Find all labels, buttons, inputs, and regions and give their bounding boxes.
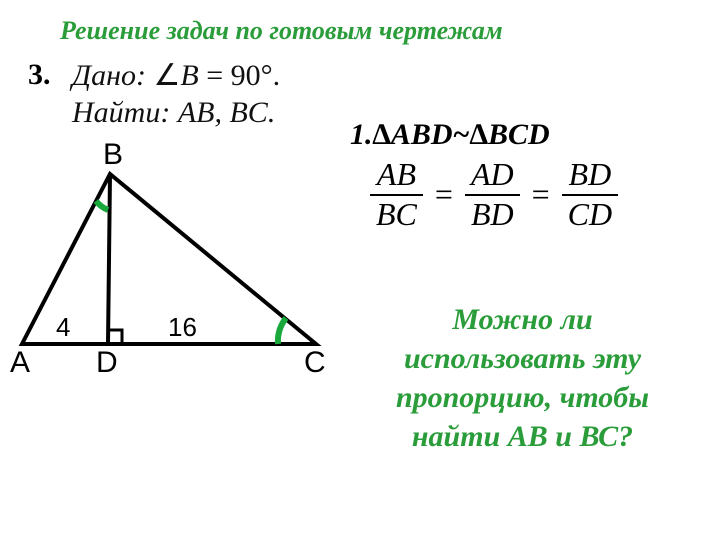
angle-arc-b <box>96 201 108 210</box>
proportion-row: AB BC = AD BD = BD CD <box>370 158 618 231</box>
question-line-1: Можно ли <box>452 303 592 336</box>
question-text: Можно ли использовать эту пропорцию, что… <box>350 300 695 456</box>
given-line: Дано: ∠B = 90°. <box>72 58 280 93</box>
fraction-2: AD BD <box>465 158 520 231</box>
triangle-svg <box>8 150 338 380</box>
segment-label-ad: 4 <box>56 312 70 343</box>
fraction-3: BD CD <box>562 158 618 231</box>
find-line: Найти: AB, BC. <box>72 96 275 130</box>
segment-label-dc: 16 <box>168 312 197 343</box>
fraction-3-den: CD <box>562 194 618 232</box>
vertex-label-b: B <box>103 138 123 172</box>
equals-2: = <box>526 176 556 213</box>
vertex-label-d: D <box>96 346 118 380</box>
find-value: AB, BC. <box>178 96 276 129</box>
find-prefix: Найти: <box>72 96 170 129</box>
fraction-2-num: AD <box>465 158 520 194</box>
question-line-4: найти АВ и ВС? <box>412 420 633 453</box>
triangle-diagram: B A D C 4 16 <box>8 150 338 380</box>
fraction-1-num: AB <box>371 158 422 194</box>
question-line-2: использовать эту <box>404 342 641 375</box>
problem-number: 3. <box>28 58 51 92</box>
vertex-label-c: C <box>304 346 326 380</box>
question-line-3: пропорцию, чтобы <box>396 381 649 414</box>
vertex-label-a: A <box>10 346 30 380</box>
angle-arc-c <box>278 318 286 344</box>
given-prefix: Дано: <box>72 59 146 92</box>
fraction-2-den: BD <box>465 194 520 232</box>
fraction-3-num: BD <box>563 158 618 194</box>
equals-1: = <box>429 176 459 213</box>
page-title: Решение задач по готовым чертежам <box>60 16 503 46</box>
step1-similarity: 1.∆ABD~∆BCD <box>350 118 550 152</box>
altitude-bd <box>108 174 110 344</box>
given-value: ∠B = 90°. <box>153 59 280 92</box>
fraction-1: AB BC <box>370 158 423 231</box>
fraction-1-den: BC <box>370 194 423 232</box>
